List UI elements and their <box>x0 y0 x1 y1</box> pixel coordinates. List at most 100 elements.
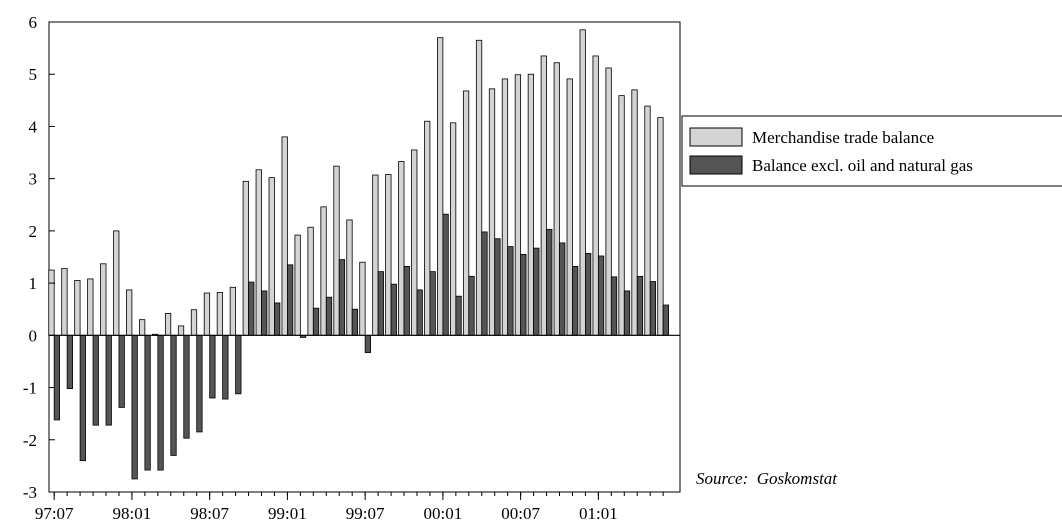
bar-merchandise-99:08 <box>372 174 379 336</box>
bar-excl-oil-01:05 <box>649 281 657 336</box>
bar-merchandise-99:09 <box>385 174 392 336</box>
bar-merchandise-97:10 <box>87 278 94 336</box>
bar-excl-oil-99:10 <box>403 265 410 336</box>
bar-excl-oil-00:07 <box>520 253 527 336</box>
bar-excl-oil-00:03 <box>468 275 475 336</box>
bar-excl-oil-00:10 <box>559 242 566 336</box>
bar-excl-oil-99:04 <box>325 296 333 336</box>
legend-box <box>681 115 1062 187</box>
bar-excl-oil-98:08 <box>222 334 229 400</box>
x-tick-label: 98:01 <box>113 504 152 523</box>
bar-excl-oil-99:06 <box>351 308 359 336</box>
bar-merchandise-97:09 <box>74 280 81 336</box>
legend-swatch-merchandise <box>689 127 743 147</box>
bar-excl-oil-98:05 <box>183 334 190 439</box>
bar-merchandise-98:07 <box>203 292 211 336</box>
bar-excl-oil-01:06 <box>662 304 669 336</box>
x-tick-label: 98:07 <box>190 504 229 523</box>
y-tick-label: 2 <box>29 222 38 241</box>
bar-excl-oil-98:09 <box>235 334 242 395</box>
bar-excl-oil-99:09 <box>390 283 397 336</box>
bar-excl-oil-97:08 <box>66 334 73 389</box>
bar-excl-oil-98:04 <box>170 334 177 456</box>
bar-merchandise-00:10 <box>553 62 560 336</box>
bar-excl-oil-98:01 <box>131 334 138 480</box>
bar-excl-oil-99:12 <box>429 271 436 336</box>
bar-merchandise-98:09 <box>229 286 236 336</box>
bar-excl-oil-98:12 <box>274 302 281 336</box>
bar-excl-oil-97:07 <box>53 334 61 421</box>
bar-excl-oil-98:02 <box>144 334 151 471</box>
bar-merchandise-99:07 <box>359 261 366 336</box>
plot-frame <box>48 21 681 493</box>
bar-excl-oil-00:08 <box>533 247 540 336</box>
bar-excl-oil-99:01 <box>287 264 294 336</box>
bars-group <box>48 29 669 480</box>
bar-merchandise-97:12 <box>113 230 120 336</box>
bar-merchandise-01:02 <box>605 67 612 336</box>
bar-merchandise-98:05 <box>177 325 185 336</box>
bar-merchandise-98:02 <box>139 319 146 336</box>
bar-excl-oil-00:01 <box>442 213 449 336</box>
bar-excl-oil-97:12 <box>118 334 125 408</box>
bar-excl-oil-97:10 <box>92 334 99 426</box>
bar-excl-oil-98:11 <box>261 290 268 336</box>
source-note: Source: Goskomstat <box>696 469 838 488</box>
y-tick-label: -3 <box>23 483 37 502</box>
bar-excl-oil-00:11 <box>572 265 579 336</box>
y-tick-label: 1 <box>29 274 38 293</box>
y-tick-label: 6 <box>29 13 38 32</box>
bar-excl-oil-99:08 <box>377 271 384 336</box>
bar-merchandise-99:10 <box>398 161 405 336</box>
y-tick-label: 4 <box>29 117 38 136</box>
legend-label-excl-oil: Balance excl. oil and natural gas <box>752 156 973 175</box>
bar-merchandise-99:06 <box>346 219 353 336</box>
bar-excl-oil-98:06 <box>196 334 203 433</box>
bar-merchandise-99:05 <box>333 165 340 336</box>
y-tick-label: 5 <box>29 65 38 84</box>
plot-area <box>48 21 681 493</box>
y-tick-label: 3 <box>29 170 38 189</box>
bar-merchandise-00:07 <box>514 74 522 336</box>
y-tick-label: -2 <box>23 431 37 450</box>
bar-excl-oil-00:05 <box>494 238 501 336</box>
bar-excl-oil-01:01 <box>597 255 605 336</box>
bar-merchandise-98:11 <box>255 169 262 336</box>
bar-excl-oil-99:03 <box>312 307 320 336</box>
axes-group: 6 5 4 3 2 1 0 -1 -2 -3 97:07 98:01 98:07 99:01 99:07 00… <box>23 13 680 523</box>
bar-merchandise-00:12 <box>579 29 586 336</box>
bar-merchandise-99:01 <box>281 136 288 336</box>
bar-excl-oil-01:03 <box>623 290 631 336</box>
bar-merchandise-99:02 <box>294 234 301 336</box>
bar-merchandise-01:06 <box>657 117 664 336</box>
legend-label-merchandise: Merchandise trade balance <box>752 128 934 147</box>
bar-merchandise-01:04 <box>631 89 638 336</box>
bar-excl-oil-01:04 <box>636 275 644 336</box>
bar-merchandise-00:03 <box>462 90 470 336</box>
bar-excl-oil-97:09 <box>79 334 86 462</box>
bar-excl-oil-00:12 <box>585 252 592 336</box>
bar-excl-oil-98:10 <box>248 281 255 336</box>
bar-merchandise-99:12 <box>424 120 431 336</box>
bar-merchandise-01:05 <box>644 105 651 336</box>
bar-excl-oil-99:07 <box>364 334 371 353</box>
bar-merchandise-01:01 <box>592 55 599 336</box>
bar-merchandise-00:06 <box>501 78 509 336</box>
y-tick-label: -1 <box>23 379 37 398</box>
x-tick-label: 00:07 <box>501 504 540 523</box>
bar-merchandise-98:06 <box>190 309 198 336</box>
bar-excl-oil-00:02 <box>455 295 462 336</box>
bar-merchandise-00:09 <box>540 55 547 336</box>
bar-excl-oil-01:02 <box>610 276 618 336</box>
bar-excl-oil-97:11 <box>105 334 112 426</box>
x-tick-label: 97:07 <box>35 504 74 523</box>
x-tick-label: 00:01 <box>424 504 463 523</box>
x-tick-label: 01:01 <box>579 504 618 523</box>
bar-merchandise-98:08 <box>216 292 224 336</box>
x-tick-label: 99:07 <box>346 504 385 523</box>
bar-merchandise-98:12 <box>268 177 275 336</box>
bar-merchandise-00:11 <box>566 78 573 336</box>
bar-merchandise-01:03 <box>618 95 625 336</box>
bar-merchandise-00:01 <box>437 37 444 336</box>
